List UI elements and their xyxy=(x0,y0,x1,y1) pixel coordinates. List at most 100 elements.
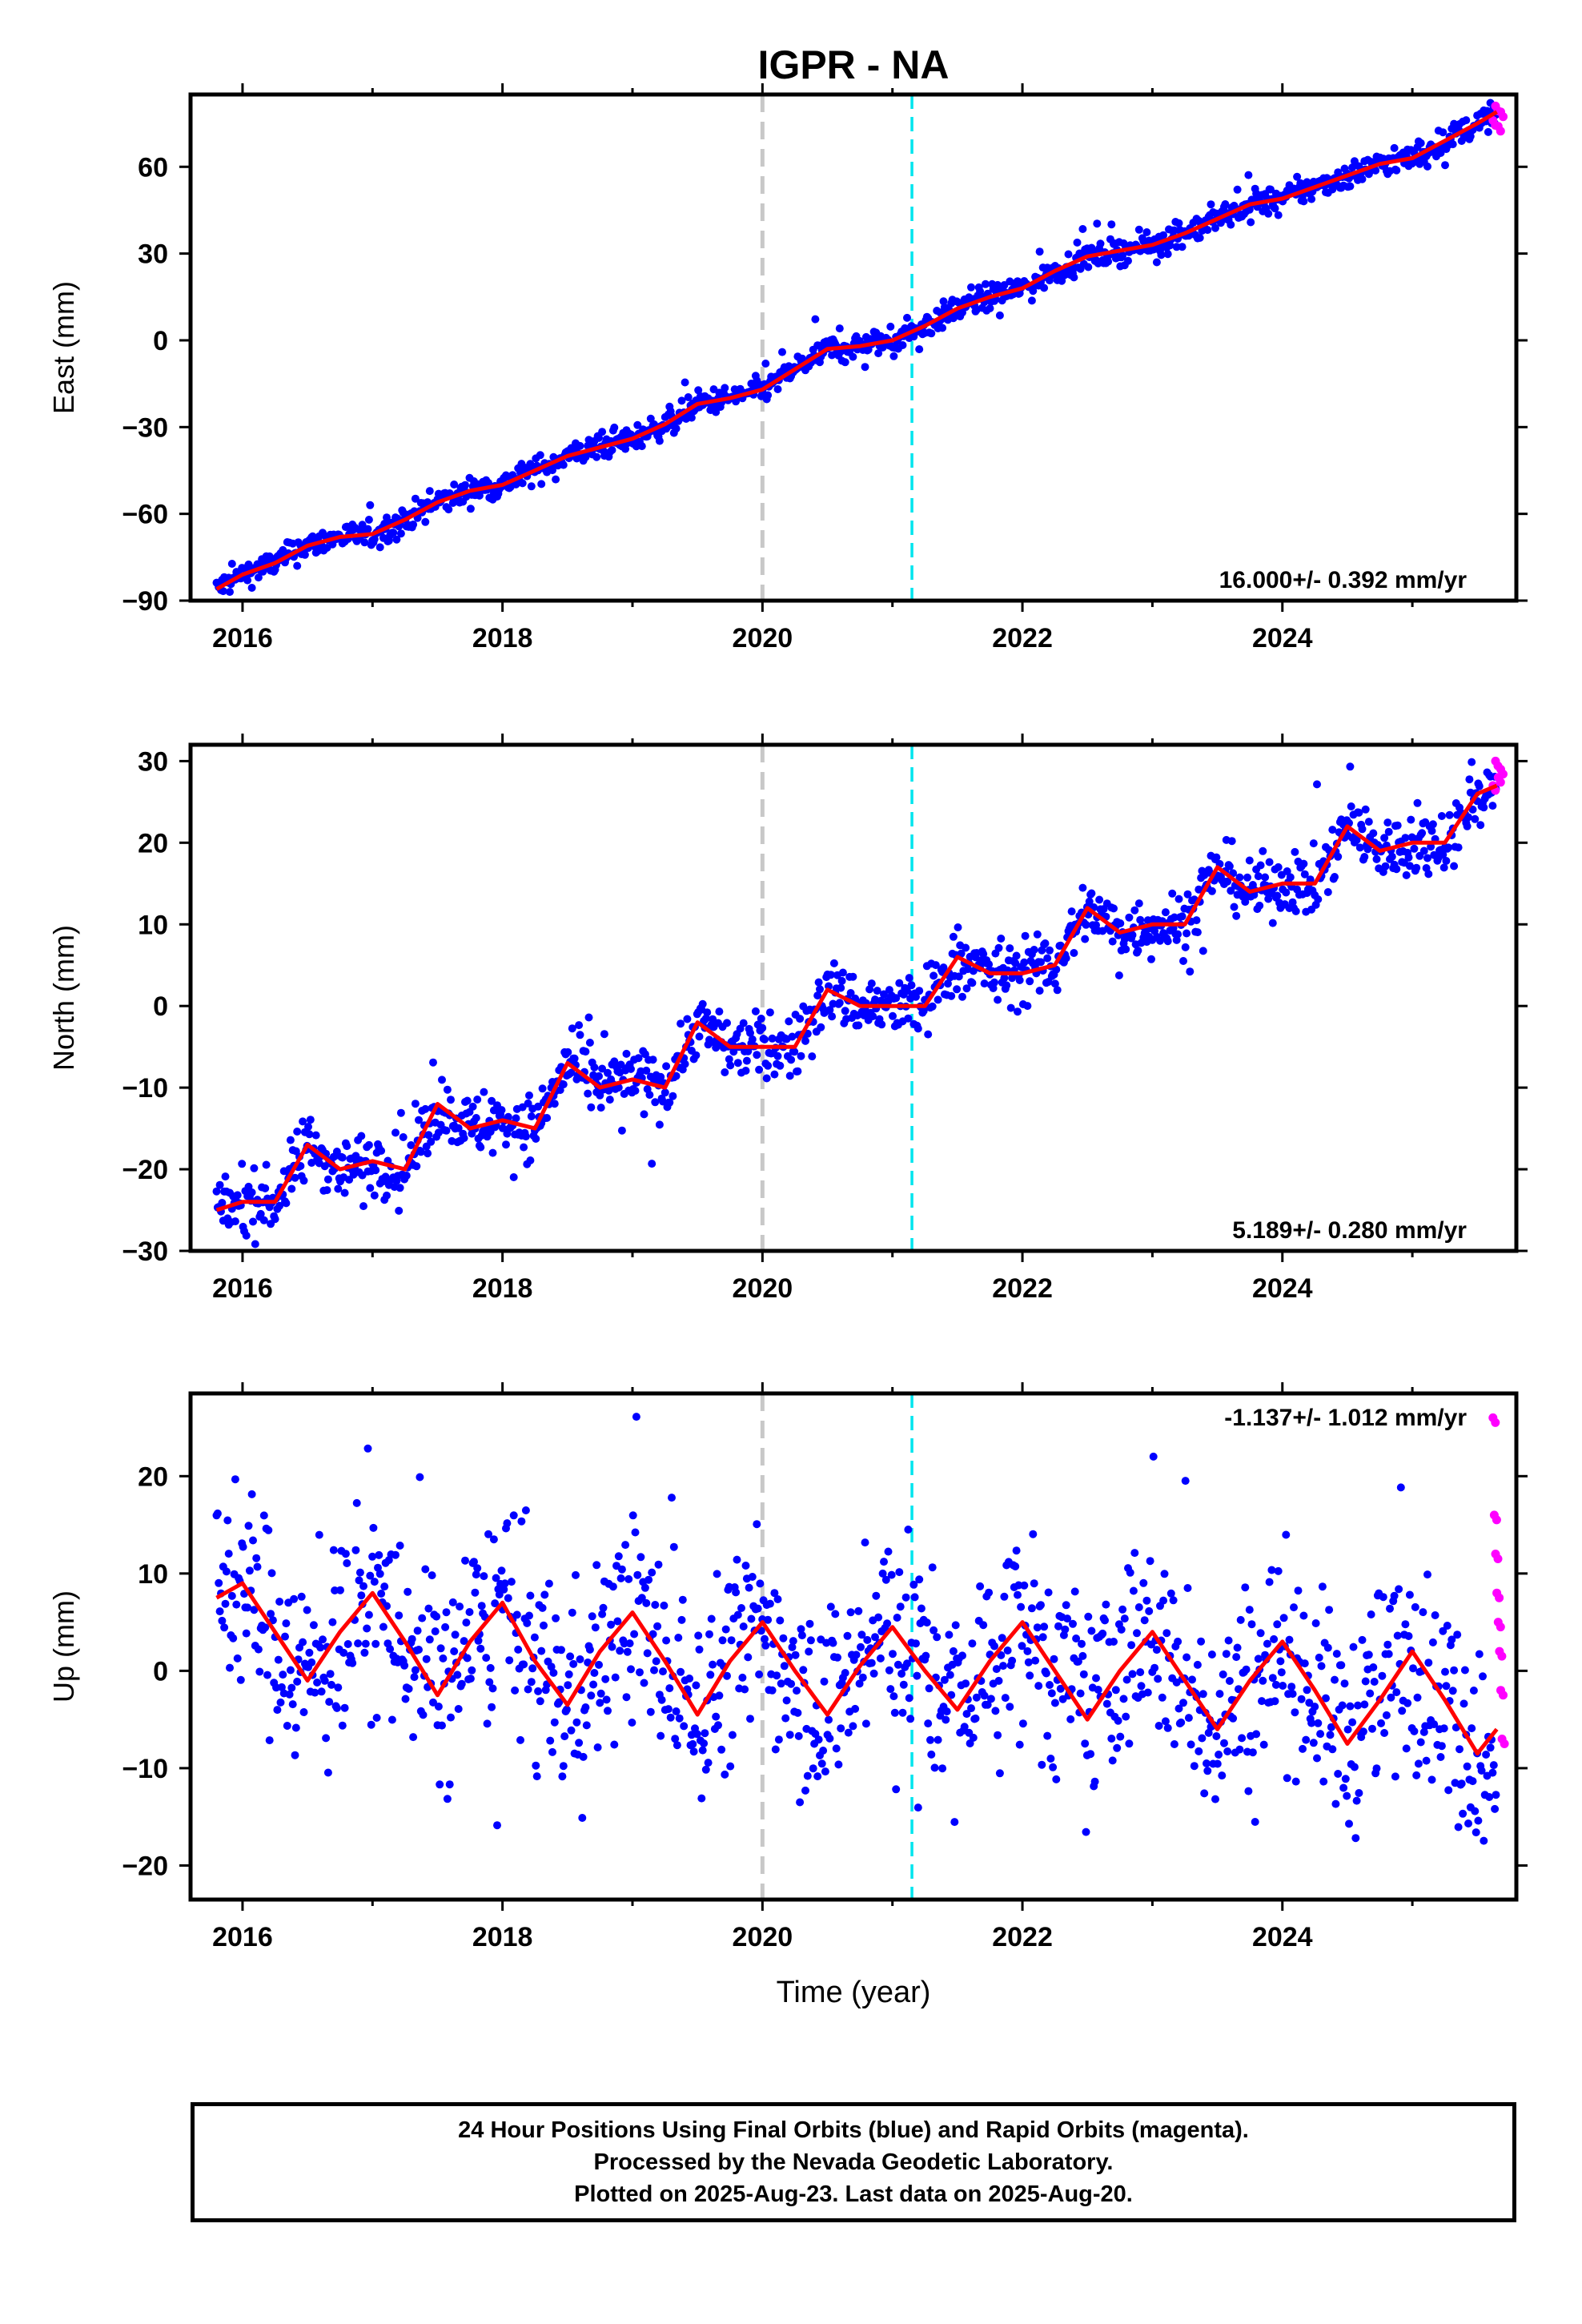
data-point xyxy=(628,1511,637,1520)
data-point xyxy=(867,1659,876,1667)
data-point xyxy=(1378,1671,1387,1680)
data-point xyxy=(557,1646,565,1655)
data-point xyxy=(604,1086,613,1095)
data-point xyxy=(1159,231,1168,239)
data-point xyxy=(938,324,947,332)
data-point xyxy=(249,1536,257,1545)
data-point xyxy=(1456,1745,1464,1754)
data-point xyxy=(631,1087,640,1095)
data-point xyxy=(476,1644,485,1653)
data-point xyxy=(221,1599,230,1608)
data-point xyxy=(339,1648,348,1657)
data-point xyxy=(872,1591,881,1600)
data-point xyxy=(1328,1745,1337,1754)
data-point xyxy=(1152,258,1161,267)
data-point xyxy=(1037,958,1045,967)
data-point xyxy=(1299,1744,1307,1753)
data-point xyxy=(678,1595,687,1604)
data-point xyxy=(569,1659,578,1668)
data-point xyxy=(778,348,786,356)
data-point xyxy=(971,1714,980,1723)
data-point xyxy=(709,1660,717,1669)
data-point xyxy=(1448,140,1457,149)
data-point xyxy=(1050,979,1059,988)
data-point xyxy=(1412,863,1421,872)
data-point xyxy=(857,1630,866,1639)
data-point xyxy=(1118,251,1127,259)
data-point xyxy=(861,1719,870,1728)
data-point xyxy=(488,1096,496,1105)
data-point xyxy=(497,1566,506,1575)
data-point xyxy=(1485,1793,1494,1801)
data-point xyxy=(1259,846,1267,855)
data-point xyxy=(924,1030,933,1039)
data-point xyxy=(1133,1629,1141,1638)
data-point xyxy=(313,1679,322,1687)
data-point xyxy=(1387,852,1396,861)
data-point xyxy=(1168,889,1177,898)
data-point xyxy=(520,1143,528,1152)
data-point xyxy=(560,1732,569,1741)
data-point xyxy=(364,1610,373,1619)
data-point xyxy=(526,1591,535,1600)
data-point xyxy=(1031,1656,1040,1665)
data-point xyxy=(1140,1616,1149,1625)
data-point xyxy=(540,1590,549,1599)
data-point xyxy=(584,1089,592,1098)
data-point xyxy=(232,1600,241,1609)
y-tick-label: 10 xyxy=(138,910,168,940)
data-point xyxy=(969,1733,978,1742)
data-point xyxy=(579,1752,588,1761)
data-point xyxy=(231,1475,239,1484)
data-point xyxy=(861,1538,869,1547)
data-point xyxy=(1179,1699,1187,1707)
data-point xyxy=(985,1588,994,1597)
data-point xyxy=(1052,1775,1061,1783)
data-point xyxy=(637,1594,646,1602)
data-point xyxy=(215,1607,224,1616)
data-point xyxy=(602,1695,611,1704)
data-point xyxy=(287,1683,296,1692)
data-point xyxy=(1259,1740,1268,1749)
data-point xyxy=(1326,1731,1335,1739)
data-point-rapid xyxy=(1497,1651,1507,1661)
data-point xyxy=(1030,1579,1038,1588)
data-point xyxy=(681,378,689,387)
data-point xyxy=(878,1569,887,1578)
data-point xyxy=(521,1506,530,1514)
data-point xyxy=(599,1603,608,1612)
data-point xyxy=(360,1648,369,1657)
data-point xyxy=(1150,1663,1159,1672)
data-point xyxy=(958,992,966,1001)
data-point xyxy=(283,1722,291,1730)
data-point xyxy=(962,1710,971,1719)
data-point xyxy=(1224,1636,1233,1645)
data-point xyxy=(472,1114,480,1122)
data-point xyxy=(668,1494,676,1502)
data-point xyxy=(913,1024,922,1033)
data-point xyxy=(1147,955,1155,963)
data-point xyxy=(213,1509,222,1518)
data-point xyxy=(483,1719,492,1728)
data-point xyxy=(933,1633,942,1642)
data-point xyxy=(355,1568,364,1577)
data-point xyxy=(1047,1689,1056,1698)
data-point xyxy=(1084,263,1093,271)
data-point xyxy=(1424,1659,1433,1667)
data-point xyxy=(701,1765,710,1774)
data-point xyxy=(1127,1641,1136,1650)
data-point xyxy=(442,1608,451,1617)
data-point xyxy=(488,1684,497,1693)
data-point xyxy=(1299,859,1308,868)
data-point xyxy=(1108,937,1117,946)
data-point xyxy=(669,1092,677,1100)
data-point xyxy=(585,1645,594,1654)
data-point xyxy=(412,1162,421,1171)
data-point xyxy=(576,1031,584,1039)
data-point xyxy=(895,1568,904,1577)
data-point xyxy=(980,1691,989,1700)
data-point xyxy=(1480,1836,1488,1845)
data-point xyxy=(1317,1662,1326,1671)
data-point xyxy=(358,1171,367,1180)
data-point xyxy=(316,1643,325,1652)
